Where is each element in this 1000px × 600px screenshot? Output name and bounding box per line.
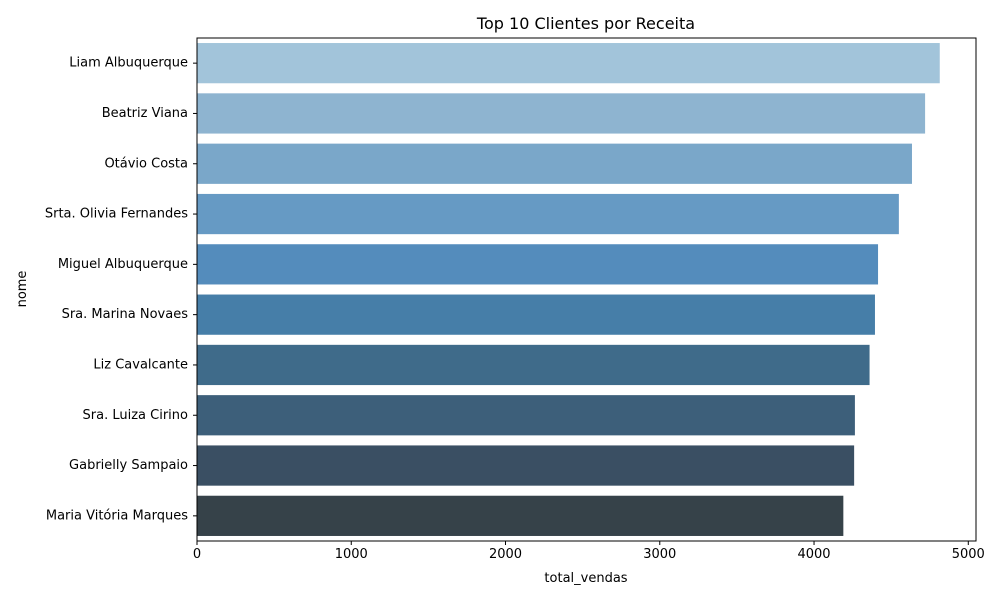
y-tick-label: Sra. Marina Novaes: [62, 307, 189, 322]
bar: [197, 445, 855, 486]
bar: [197, 193, 899, 235]
plot-area: [197, 43, 940, 536]
y-tick-label: Liz Cavalcante: [93, 357, 188, 372]
x-axis-label: total_vendas: [544, 571, 627, 586]
y-tick-label: Maria Vitória Marques: [46, 508, 188, 523]
bar: [197, 495, 844, 536]
x-tick-label: 0: [193, 547, 201, 562]
y-tick-label: Gabrielly Sampaio: [69, 458, 188, 473]
y-tick-label: Sra. Luiza Cirino: [83, 408, 189, 423]
y-tick-label: Beatriz Viana: [102, 106, 188, 121]
bar: [197, 143, 912, 184]
bar: [197, 93, 926, 134]
y-tick-label: Srta. Olivia Fernandes: [45, 207, 188, 222]
bar: [197, 395, 855, 436]
y-axis-ticks: Liam Albuquerque Beatriz Viana Otávio Cost…: [45, 56, 197, 523]
x-tick-label: 2000: [489, 547, 522, 562]
bar: [197, 294, 875, 335]
bar: [197, 244, 879, 285]
plot-frame: [196, 37, 977, 542]
bar: [197, 344, 870, 386]
y-tick-label: Liam Albuquerque: [69, 56, 188, 71]
x-tick-label: 4000: [797, 547, 830, 562]
x-tick-label: 1000: [335, 547, 368, 562]
chart-title: Top 10 Clientes por Receita: [476, 14, 695, 33]
bar: [197, 43, 940, 84]
x-tick-label: 5000: [952, 547, 985, 562]
y-tick-label: Miguel Albuquerque: [58, 257, 188, 272]
y-axis-label: nome: [15, 271, 30, 308]
x-axis-ticks: 0 1000 2000 3000 4000 5000: [193, 541, 985, 562]
y-tick-label: Otávio Costa: [104, 156, 188, 171]
x-tick-label: 3000: [643, 547, 676, 562]
